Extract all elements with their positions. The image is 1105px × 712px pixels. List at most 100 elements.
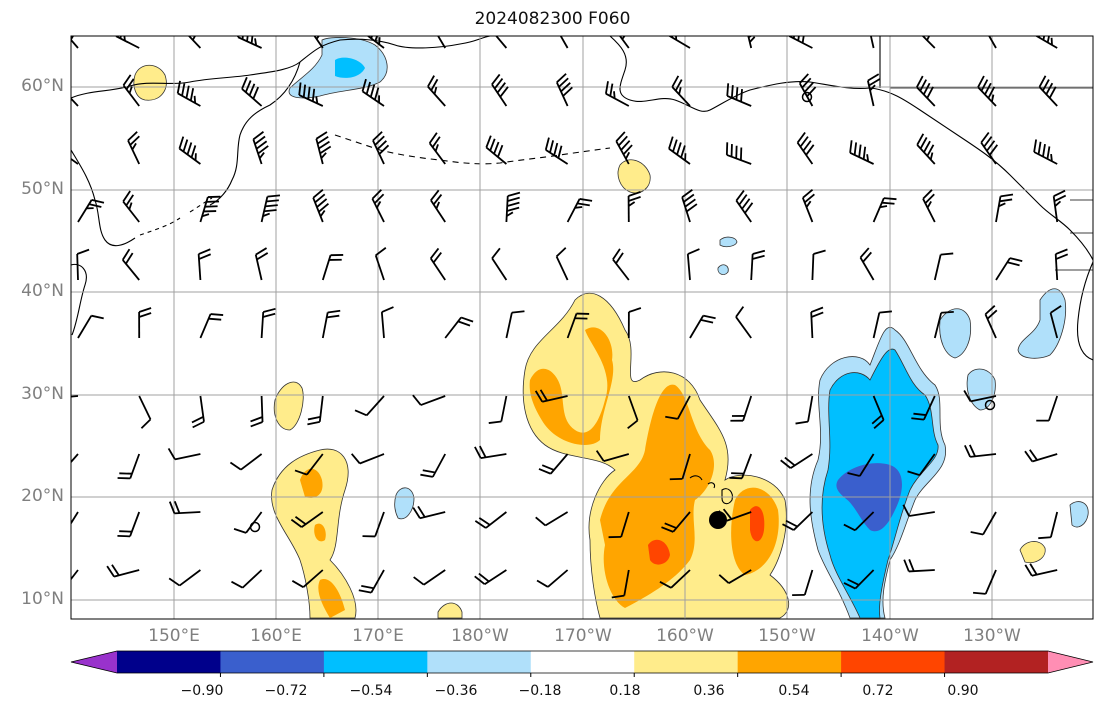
wind-barb — [474, 511, 507, 529]
coastline-aleutians — [334, 134, 611, 165]
wind-barb — [122, 190, 140, 223]
wind-barb — [71, 453, 79, 464]
wind-barb — [612, 248, 630, 281]
storm-marker-small-2 — [801, 91, 813, 103]
wind-barb — [362, 511, 385, 538]
lon-label-150e: 150°E — [148, 626, 200, 646]
wind-barb — [122, 74, 140, 107]
wind-barb — [428, 132, 446, 165]
wind-barb — [544, 137, 569, 165]
wind-barb — [380, 306, 394, 339]
wind-barb — [412, 394, 446, 406]
wind-barb — [661, 511, 691, 533]
wind-barb — [681, 189, 698, 223]
wind-barb — [903, 559, 935, 573]
coastline-na — [1076, 261, 1093, 361]
wind-barb — [843, 511, 875, 532]
wind-barb — [298, 82, 324, 107]
colorbar-tick-label: −0.54 — [349, 683, 393, 699]
negative-area-n-blue — [335, 57, 365, 78]
wind-barb — [71, 36, 79, 49]
wind-barb — [802, 188, 815, 223]
wind-barb — [1038, 75, 1058, 107]
positive-area-west — [271, 448, 357, 619]
wind-barb — [984, 305, 998, 339]
wind-barb — [1054, 248, 1069, 281]
wind-barb — [811, 249, 826, 281]
lat-label-60n: 60°N — [21, 76, 64, 96]
wind-barb — [916, 75, 936, 107]
wind-barb — [867, 73, 881, 107]
colorbar-segment — [841, 651, 946, 673]
wind-barb — [796, 131, 815, 165]
wind-barb — [412, 505, 446, 520]
wind-barb — [995, 193, 1014, 223]
wind-barb — [71, 97, 79, 107]
wind-barb — [977, 75, 997, 107]
wind-barb — [618, 36, 630, 49]
wind-barb — [121, 248, 140, 281]
coastline-kuril — [139, 197, 213, 236]
wind-barb — [254, 247, 269, 281]
wind-barb — [71, 395, 79, 398]
negative-area-ne-1 — [1017, 288, 1067, 359]
wind-barb — [1024, 563, 1058, 577]
wind-barb — [988, 36, 997, 49]
wind-barb — [665, 395, 691, 420]
wind-barb — [615, 131, 633, 165]
wind-barb — [229, 453, 263, 471]
wind-barb — [1038, 511, 1059, 540]
wind-barb — [933, 252, 954, 281]
wind-barb — [168, 569, 201, 587]
wind-barb — [260, 307, 276, 339]
negative-area-ne-2 — [939, 308, 972, 359]
wind-barb — [71, 157, 79, 165]
lat-label-50n: 50°N — [21, 179, 64, 199]
wind-barb — [429, 247, 446, 281]
lon-label-160e: 160°E — [250, 626, 302, 646]
wind-barb — [973, 569, 997, 595]
colorbar-segment — [220, 651, 325, 673]
wind-barb — [907, 453, 936, 476]
colorbar-tick-label: −0.18 — [518, 683, 562, 699]
wind-barb — [604, 81, 630, 107]
positive-area-red-2 — [750, 506, 765, 542]
colorbar-segment — [323, 651, 428, 673]
wind-barb — [167, 447, 201, 461]
wind-barb — [187, 36, 202, 49]
wind-barb — [726, 83, 752, 107]
coastline-hawaii — [689, 475, 733, 505]
wind-barb — [290, 511, 324, 528]
wind-barb — [491, 73, 509, 107]
wind-barb — [321, 309, 341, 339]
positive-area-small-4 — [1019, 541, 1046, 564]
wind-barb — [191, 395, 205, 429]
negative-area-small-2 — [1069, 501, 1089, 528]
wind-barb — [735, 306, 752, 339]
wind-barb — [197, 248, 212, 281]
colorbar-tick-label: 0.90 — [947, 683, 979, 699]
positive-area-small-2 — [133, 64, 167, 101]
wind-barb — [980, 131, 999, 165]
wind-barb — [430, 189, 446, 223]
wind-barb — [627, 307, 642, 339]
wind-barb — [260, 194, 281, 223]
colorbar-segment — [117, 651, 221, 673]
colorbar-tick-label: −0.90 — [180, 683, 224, 699]
wind-barb — [372, 131, 390, 165]
wind-barb — [595, 450, 630, 462]
wind-barb — [485, 135, 507, 165]
wind-barb — [659, 569, 691, 589]
wind-barb — [495, 36, 508, 49]
wind-barb — [117, 511, 141, 538]
wind-barb — [729, 453, 753, 480]
colorbar-extend-max — [1048, 651, 1093, 673]
wind-barb — [1049, 305, 1062, 339]
wind-barb — [795, 395, 814, 425]
chart-title: 2024082300 F060 — [474, 9, 631, 29]
wind-barb — [474, 445, 507, 459]
wind-barb — [843, 569, 875, 590]
colorbar-segment — [427, 651, 532, 673]
wind-barb — [847, 453, 875, 477]
wind-barb — [117, 453, 141, 480]
